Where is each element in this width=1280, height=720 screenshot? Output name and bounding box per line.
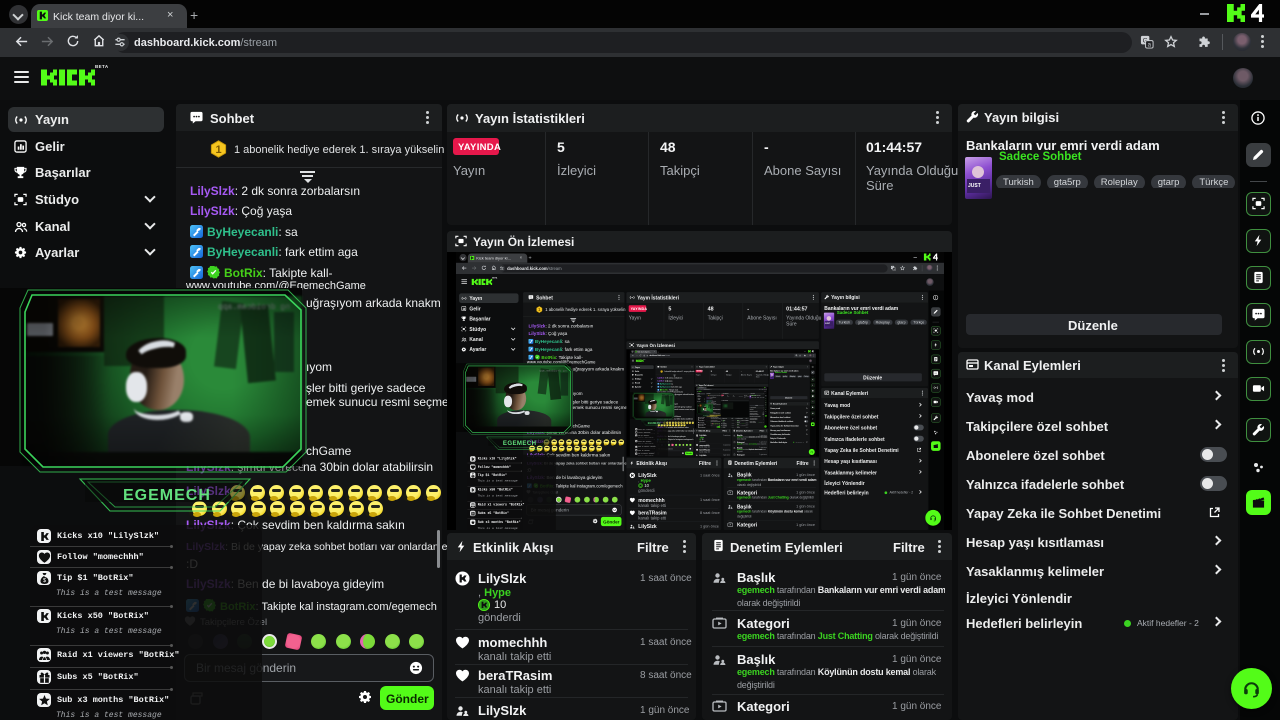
svg-text:a: a xyxy=(1148,43,1152,49)
svg-text:1: 1 xyxy=(708,395,709,396)
svg-text:1: 1 xyxy=(538,307,541,312)
svg-text:G: G xyxy=(892,266,894,269)
svg-text:$: $ xyxy=(472,476,474,478)
svg-text:G: G xyxy=(1143,38,1148,45)
svg-text:a: a xyxy=(894,269,896,271)
svg-text:1: 1 xyxy=(661,371,662,373)
svg-text:$: $ xyxy=(42,578,45,584)
svg-text:1: 1 xyxy=(215,144,221,156)
